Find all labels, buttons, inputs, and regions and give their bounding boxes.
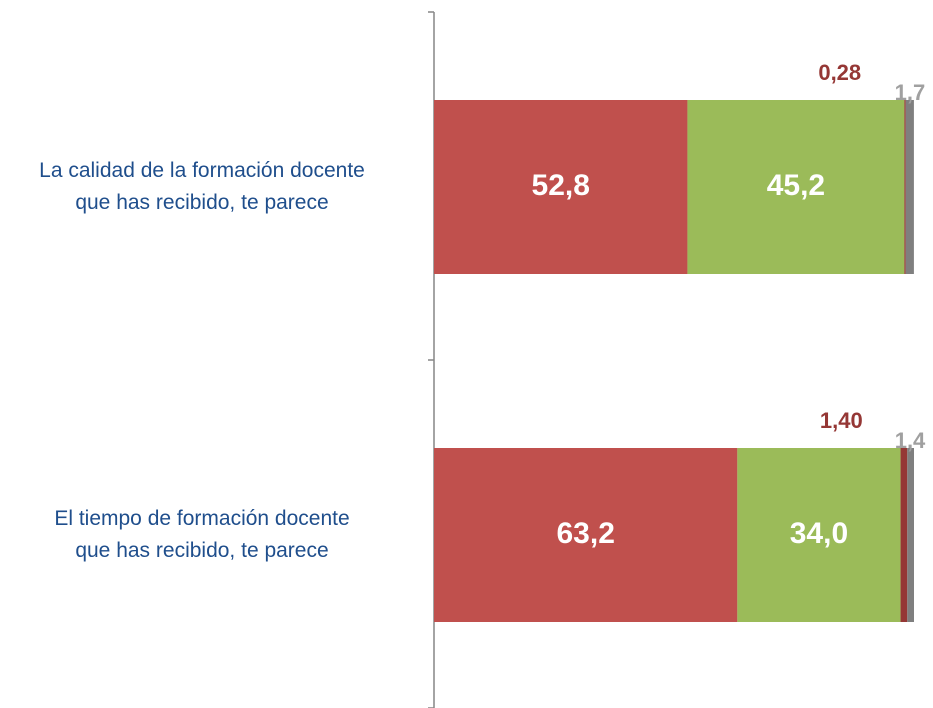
bar-segment [900, 448, 908, 622]
value-label: 1,4 [895, 428, 926, 453]
value-label: 0,28 [818, 60, 861, 85]
value-label: 1,7 [895, 80, 926, 105]
bar-segment [905, 100, 914, 274]
bar-segment [907, 448, 914, 622]
value-label: 45,2 [767, 169, 825, 202]
bar-segment [434, 448, 738, 622]
bar-segment [434, 100, 688, 274]
category-label: La calidad de la formación docente que h… [39, 159, 365, 214]
value-label: 34,0 [790, 517, 848, 550]
bar-segment [737, 448, 901, 622]
value-label: 63,2 [556, 517, 614, 550]
bar-segment [687, 100, 905, 274]
value-label: 52,8 [532, 169, 590, 202]
bar-segment [904, 100, 906, 274]
value-label: 1,40 [820, 408, 863, 433]
category-label: El tiempo de formación docente que has r… [54, 507, 350, 562]
